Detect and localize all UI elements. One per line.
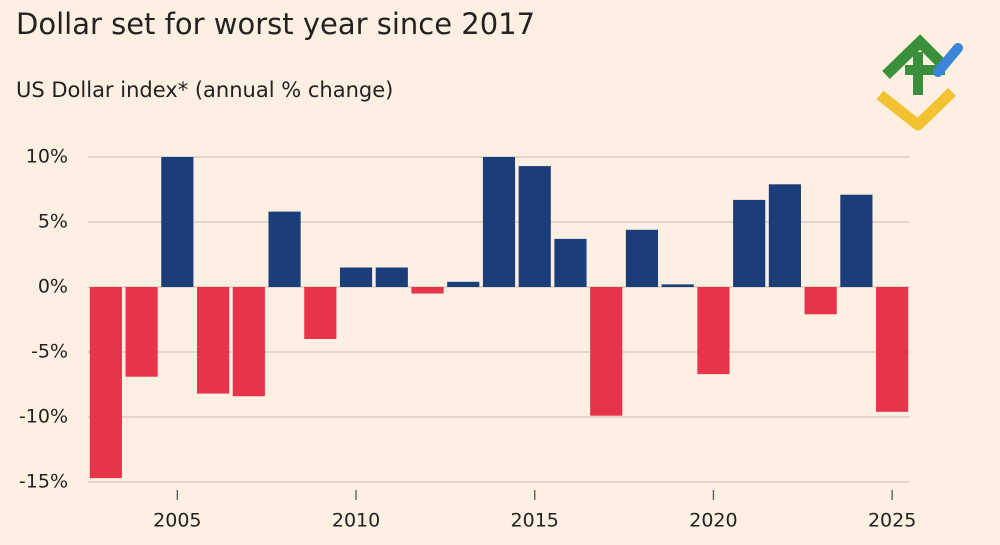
bar — [339, 267, 373, 287]
bar — [733, 199, 766, 287]
bar — [840, 194, 873, 287]
bar — [232, 287, 265, 397]
chart-title: Dollar set for worst year since 2017 — [16, 7, 535, 41]
x-tick-label: 2005 — [153, 510, 201, 532]
bar — [304, 287, 337, 339]
y-tick-label: 0% — [38, 276, 68, 298]
y-tick-label: -5% — [31, 341, 68, 363]
y-tick-label: -15% — [19, 471, 68, 493]
bar — [482, 157, 516, 287]
bar — [661, 284, 694, 287]
bar — [161, 157, 194, 287]
bar — [590, 287, 623, 416]
bar — [89, 287, 122, 479]
x-tick-label: 2025 — [868, 510, 916, 532]
x-tick-label: 2020 — [689, 510, 737, 532]
y-tick-label: -10% — [19, 406, 68, 428]
x-tick-label: 2015 — [511, 510, 559, 532]
bar — [447, 281, 480, 287]
bar — [518, 166, 551, 287]
y-tick-label: 10% — [26, 146, 68, 168]
y-tick-label: 5% — [38, 211, 68, 233]
bar — [268, 211, 301, 287]
logo — [876, 34, 963, 131]
bar — [768, 184, 801, 287]
bar — [554, 238, 587, 287]
bar — [197, 287, 230, 394]
bar — [625, 229, 659, 287]
bar — [375, 267, 408, 287]
x-tick-label: 2010 — [332, 510, 380, 532]
bar — [697, 287, 730, 375]
chart-subtitle: US Dollar index* (annual % change) — [16, 78, 393, 102]
bar — [876, 287, 909, 412]
bar — [125, 287, 158, 377]
bar — [411, 287, 444, 294]
bar — [804, 287, 837, 315]
